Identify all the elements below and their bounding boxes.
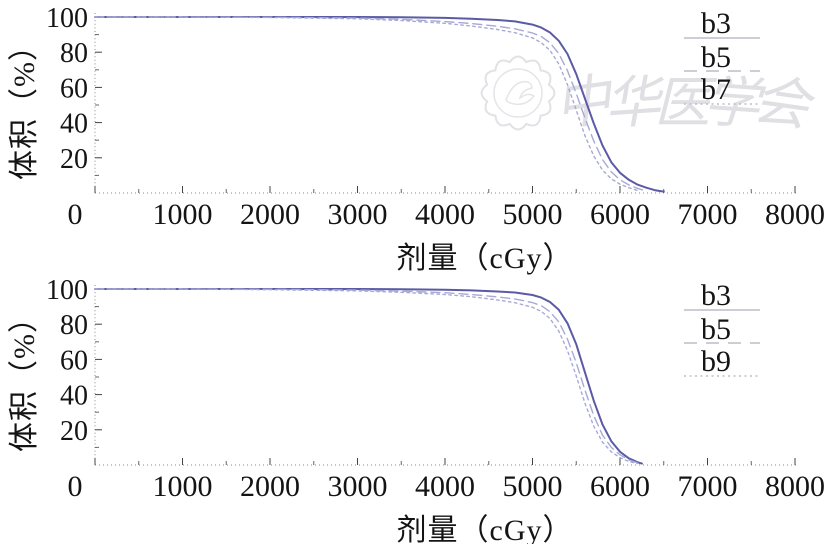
curve-b5 — [94, 288, 639, 464]
plot-area: 0 1000 2000 3000 4000 5000 6000 7000 8000 20 40 60 8… — [46, 3, 825, 231]
x-tick-label: 2000 — [240, 198, 300, 231]
legend-label-b5: b5 — [701, 41, 731, 74]
top-chart: 体积（%） 0 1000 2000 3000 4000 5000 6000 7000 8000 2… — [8, 3, 825, 275]
x-axis-title: 剂量（cGy） — [396, 514, 574, 544]
x-tick-label: 7000 — [678, 470, 738, 503]
x-tick-label: 5000 — [503, 470, 563, 503]
legend-label-b7: b7 — [701, 73, 731, 106]
x-tick-label: 0 — [68, 470, 83, 503]
y-tick-label: 60 — [60, 345, 88, 376]
y-tick-label: 20 — [60, 144, 88, 175]
curve-b9 — [94, 288, 639, 465]
plot-area: 0 1000 2000 3000 4000 5000 6000 7000 8000 20 40 60 8… — [46, 275, 825, 503]
curve-b5 — [94, 16, 647, 192]
x-axis-title: 剂量（cGy） — [396, 242, 574, 275]
y-tick-label: 60 — [60, 73, 88, 104]
curve-b7 — [94, 16, 639, 192]
curve-b3 — [94, 288, 643, 465]
x-tick-label: 1000 — [153, 198, 213, 231]
x-tick-label: 6000 — [590, 470, 650, 503]
x-tick-label: 2000 — [240, 470, 300, 503]
x-tick-label: 5000 — [503, 198, 563, 231]
x-tick-label: 6000 — [590, 198, 650, 231]
y-tick-label: 100 — [46, 275, 88, 306]
x-tick-label: 0 — [68, 198, 83, 231]
x-tick-label: 4000 — [415, 470, 475, 503]
x-tick-label: 3000 — [328, 198, 388, 231]
legend-label-b3: b3 — [701, 7, 731, 40]
x-tick-label: 1000 — [153, 470, 213, 503]
bottom-chart: 体积（%） 0 1000 2000 3000 4000 5000 6000 7000 8000 2… — [0, 272, 827, 544]
x-tick-label: 4000 — [415, 198, 475, 231]
y-tick-label: 20 — [60, 416, 88, 447]
y-tick-label: 80 — [60, 38, 88, 69]
x-tick-label: 8000 — [765, 470, 825, 503]
x-tick-label: 8000 — [765, 198, 825, 231]
x-tick-label: 3000 — [328, 470, 388, 503]
legend-label-b5: b5 — [701, 313, 731, 346]
y-tick-label: 100 — [46, 3, 88, 34]
y-tick-label: 40 — [60, 109, 88, 140]
legend-label-b3: b3 — [701, 279, 731, 312]
curve-b3 — [94, 16, 665, 193]
y-tick-label: 40 — [60, 381, 88, 412]
y-tick-label: 80 — [60, 310, 88, 341]
x-tick-label: 7000 — [678, 198, 738, 231]
legend-label-b9: b9 — [701, 345, 731, 378]
